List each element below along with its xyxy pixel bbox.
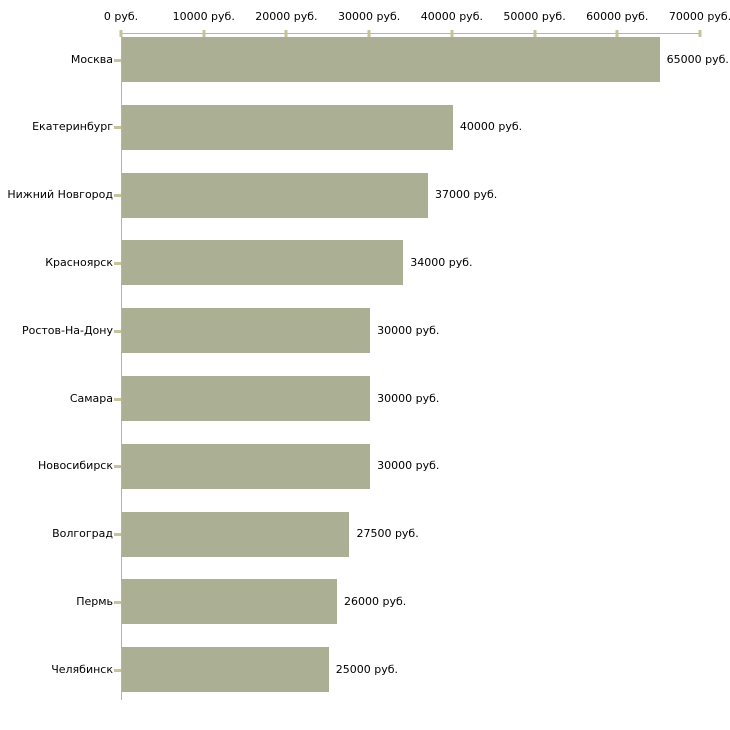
bar — [122, 511, 350, 557]
x-axis-tick-label: 60000 руб. — [586, 10, 649, 23]
bar — [122, 376, 371, 421]
category-tick-mark — [114, 261, 121, 265]
x-axis-tick-label: 0 руб. — [103, 10, 139, 23]
bar — [122, 240, 404, 286]
category-label: Новосибирск — [37, 459, 113, 473]
bar — [122, 37, 660, 82]
category-label: Москва — [70, 52, 113, 66]
category-tick-mark — [114, 533, 121, 537]
category-label: Самара — [69, 391, 113, 405]
bar — [122, 647, 329, 693]
y-axis-line — [121, 33, 122, 700]
x-axis-tick-label: 70000 руб. — [668, 10, 730, 23]
value-label: 34000 руб. — [410, 255, 473, 269]
value-label: 30000 руб. — [377, 323, 440, 337]
category-label: Екатеринбург — [32, 120, 113, 134]
x-axis-line — [121, 33, 701, 34]
value-label: 40000 руб. — [459, 120, 523, 134]
bar — [122, 104, 453, 150]
x-axis-tick-mark — [119, 30, 123, 37]
category-tick-mark — [114, 397, 121, 401]
x-axis-tick-mark — [284, 30, 288, 37]
category-tick-mark — [114, 600, 121, 604]
bar — [122, 172, 429, 218]
x-axis-tick-mark — [367, 30, 371, 37]
x-axis-tick-mark — [615, 30, 619, 37]
x-axis-tick-mark — [450, 30, 454, 37]
category-label: Волгоград — [52, 527, 113, 541]
value-label: 30000 руб. — [377, 459, 440, 473]
value-label: 25000 руб. — [335, 662, 399, 676]
category-tick-mark — [114, 194, 121, 198]
category-tick-mark — [114, 668, 121, 672]
category-label: Ростов-На-Дону — [21, 323, 113, 337]
bar — [122, 308, 371, 354]
category-label: Пермь — [76, 594, 113, 608]
category-tick-mark — [114, 126, 121, 130]
category-tick-mark — [114, 58, 121, 62]
x-axis-tick-label: 10000 руб. — [172, 10, 235, 23]
x-axis-tick-label: 40000 руб. — [420, 10, 483, 23]
bar — [122, 579, 338, 625]
category-label: Красноярск — [45, 255, 113, 269]
bar — [122, 443, 371, 489]
value-label: 30000 руб. — [377, 391, 440, 405]
value-label: 65000 руб. — [666, 52, 729, 66]
value-label: 26000 руб. — [344, 594, 407, 608]
category-tick-mark — [114, 465, 121, 469]
x-axis-tick-mark — [202, 30, 206, 37]
x-axis-tick-mark — [533, 30, 537, 37]
category-label: Нижний Новгород — [7, 188, 113, 202]
x-axis-tick-label: 20000 руб. — [255, 10, 318, 23]
category-tick-mark — [114, 329, 121, 333]
value-label: 27500 руб. — [356, 527, 419, 541]
x-axis-tick-label: 30000 руб. — [338, 10, 401, 23]
category-label: Челябинск — [51, 662, 113, 676]
value-label: 37000 руб. — [435, 188, 498, 202]
x-axis-tick-label: 50000 руб. — [503, 10, 566, 23]
x-axis-tick-mark — [698, 30, 702, 37]
